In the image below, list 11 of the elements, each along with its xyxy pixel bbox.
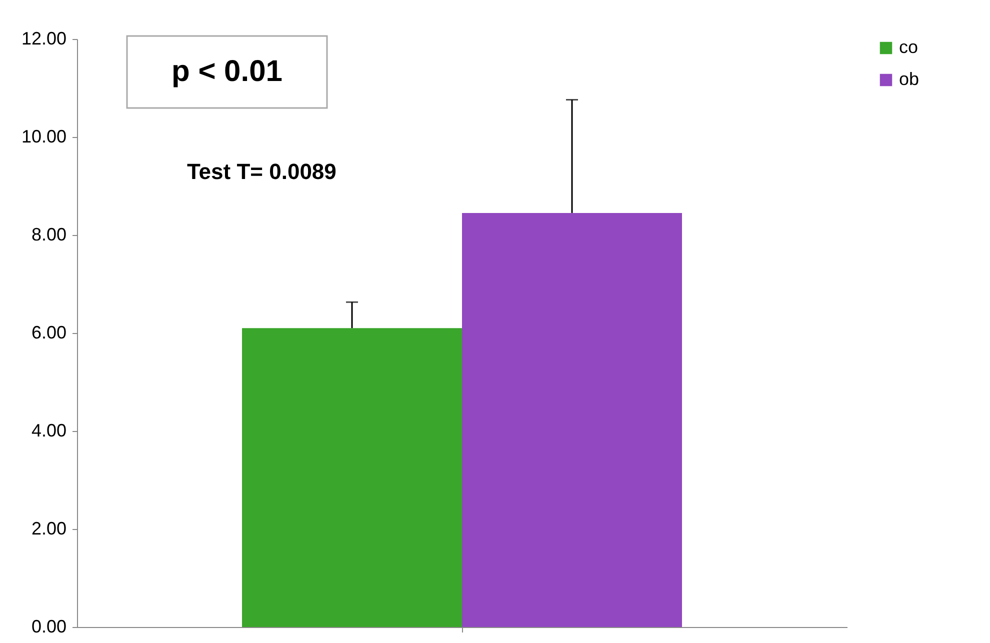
y-tick-label: 4.00	[31, 420, 66, 440]
annotation: Test T= 0.0089	[187, 159, 336, 184]
y-tick-label: 10.00	[21, 126, 66, 146]
legend-label: co	[899, 37, 918, 57]
annotation: p < 0.01	[172, 55, 282, 88]
y-tick-label: 2.00	[31, 518, 66, 538]
y-tick-label: 8.00	[31, 224, 66, 244]
legend-label: ob	[899, 69, 920, 89]
y-tick-label: 6.00	[31, 322, 66, 342]
y-tick-label: 0.00	[31, 616, 66, 636]
y-tick-label: 12.00	[21, 28, 66, 48]
